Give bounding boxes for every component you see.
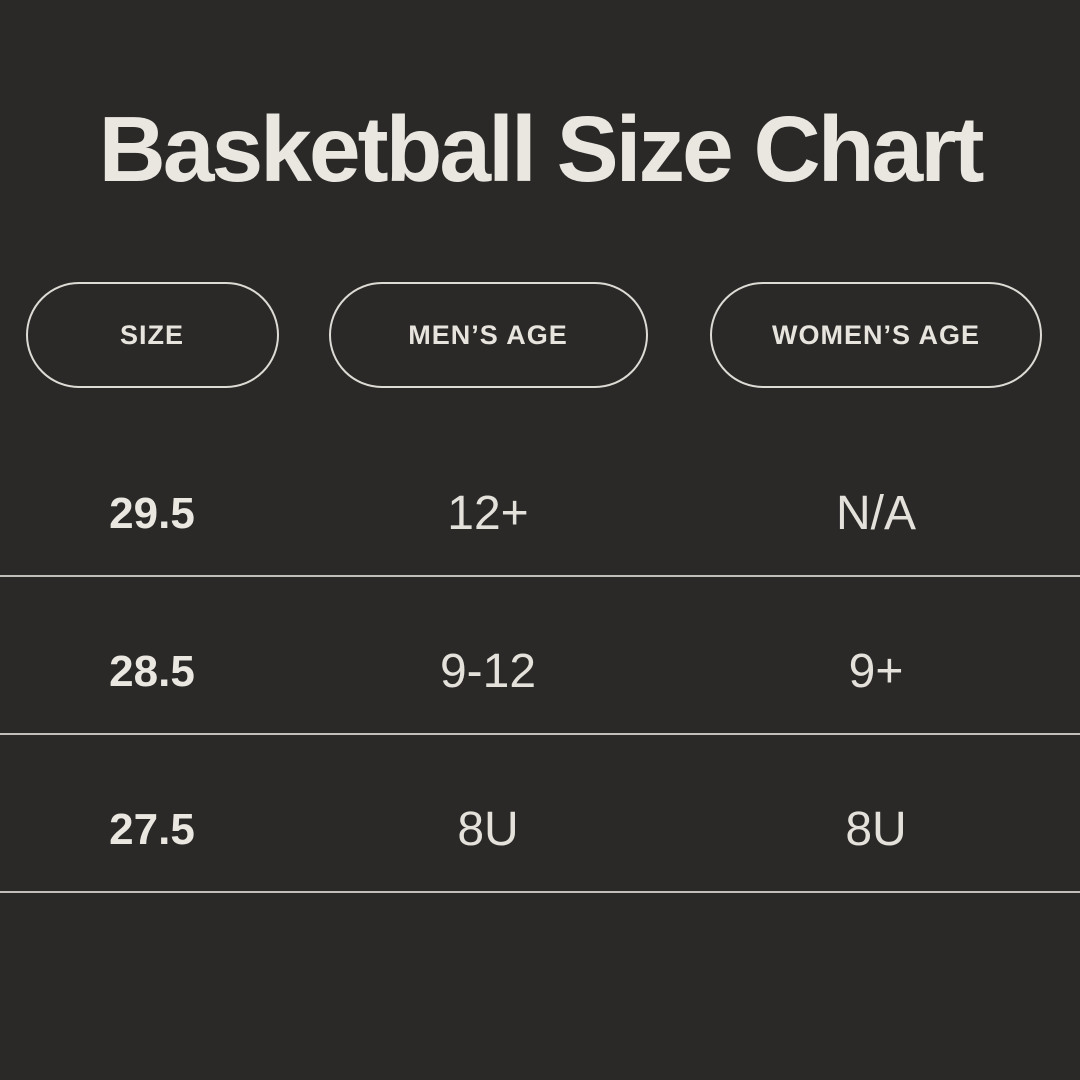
table-header-row: SIZE MEN’S AGE WOMEN’S AGE: [0, 282, 1080, 388]
cell-mens-age: 12+: [447, 487, 529, 540]
table-row: 29.5 12+ N/A: [0, 419, 1080, 577]
cell-mens-age: 8U: [457, 803, 519, 856]
cell-size: 29.5: [109, 488, 195, 538]
header-label-womens-age: WOMEN’S AGE: [771, 319, 980, 350]
page-title: Basketball Size Chart: [98, 97, 985, 201]
cell-womens-age: 8U: [845, 803, 907, 856]
size-table: 29.5 12+ N/A 28.5 9-12 9+ 27.5 8U 8U: [0, 419, 1080, 893]
header-label-size: SIZE: [119, 319, 184, 350]
header-pill-mens-age: MEN’S AGE: [328, 282, 648, 388]
cell-size: 27.5: [109, 804, 195, 854]
header-slot-size: SIZE: [0, 282, 304, 388]
cell-womens-age: 9+: [848, 645, 904, 698]
cell-mens-age: 9-12: [439, 645, 537, 698]
header-pill-womens-age: WOMEN’S AGE: [710, 282, 1042, 388]
cell-size: 28.5: [109, 646, 195, 696]
table-row: 27.5 8U 8U: [0, 735, 1080, 893]
header-slot-womens-age: WOMEN’S AGE: [672, 282, 1080, 388]
header-slot-mens-age: MEN’S AGE: [304, 282, 672, 388]
cell-womens-age: N/A: [835, 487, 916, 540]
table-row: 28.5 9-12 9+: [0, 577, 1080, 735]
header-pill-size: SIZE: [25, 282, 279, 388]
header-label-mens-age: MEN’S AGE: [408, 319, 568, 350]
